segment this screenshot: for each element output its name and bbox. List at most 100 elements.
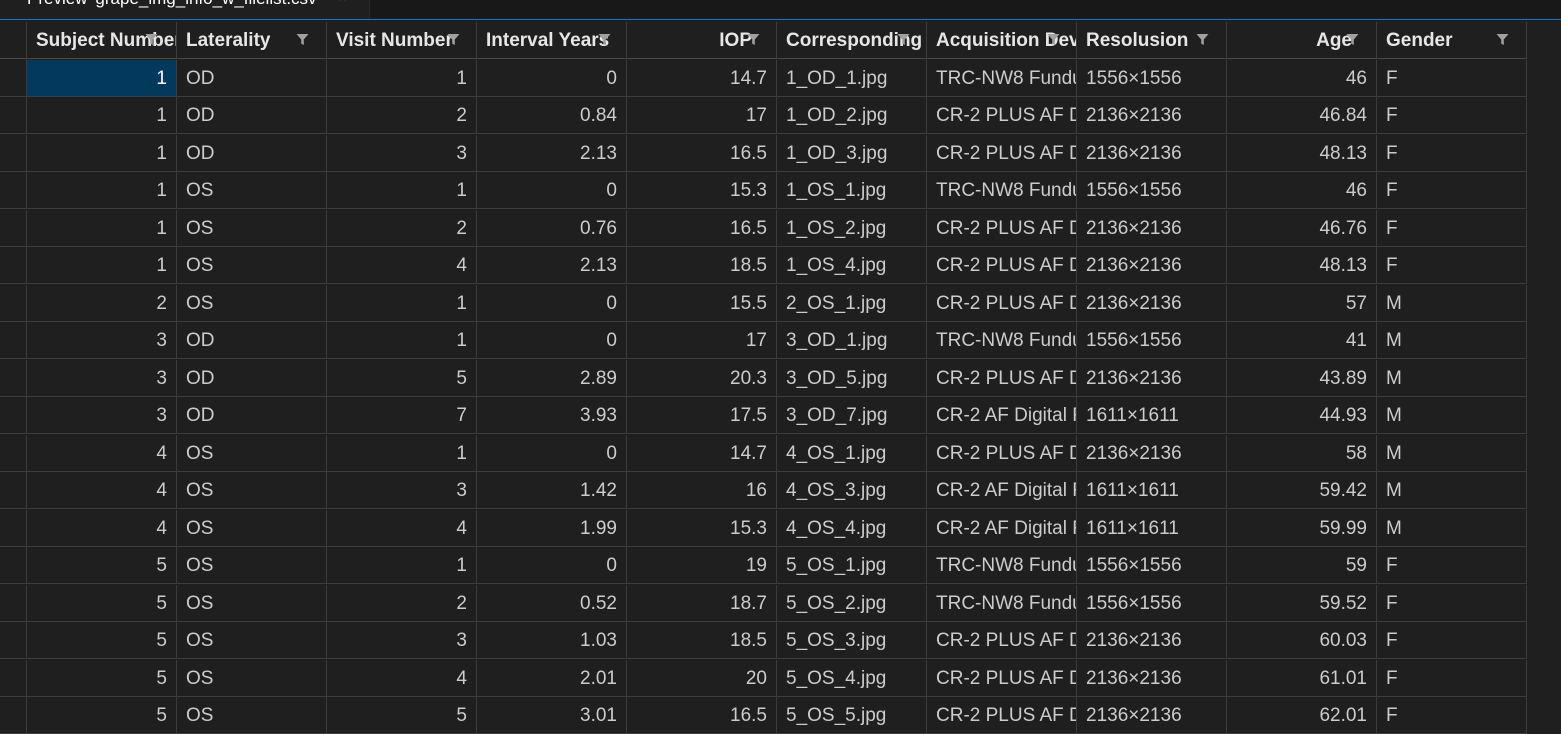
cell-file[interactable]: 5_OS_5.jpg (777, 697, 927, 734)
cell-resolution[interactable]: 2136×2136 (1077, 360, 1227, 397)
cell-resolution[interactable]: 1611×1611 (1077, 397, 1227, 434)
cell-file[interactable]: 5_OS_3.jpg (777, 622, 927, 659)
cell-gender[interactable]: M (1377, 360, 1527, 397)
cell-interval[interactable]: 2.01 (477, 660, 627, 697)
cell-interval[interactable]: 2.89 (477, 360, 627, 397)
filter-icon[interactable] (296, 33, 309, 46)
cell-resolution[interactable]: 1556×1556 (1077, 585, 1227, 622)
cell-age[interactable]: 62.01 (1227, 697, 1377, 734)
cell-visit[interactable]: 1 (327, 172, 477, 209)
row-header[interactable] (0, 172, 27, 209)
cell-visit[interactable]: 1 (327, 435, 477, 472)
cell-resolution[interactable]: 2136×2136 (1077, 210, 1227, 247)
column-header-subject[interactable]: Subject Number (27, 22, 177, 59)
cell-interval[interactable]: 0 (477, 60, 627, 97)
cell-interval[interactable]: 0 (477, 547, 627, 584)
cell-device[interactable]: CR-2 PLUS AF Digital Retinal Camera (927, 660, 1077, 697)
row-header[interactable] (0, 60, 27, 97)
cell-visit[interactable]: 4 (327, 247, 477, 284)
row-header[interactable] (0, 285, 27, 322)
cell-resolution[interactable]: 1556×1556 (1077, 547, 1227, 584)
cell-visit[interactable]: 1 (327, 60, 477, 97)
cell-iop[interactable]: 17.5 (627, 397, 777, 434)
cell-visit[interactable]: 1 (327, 285, 477, 322)
cell-resolution[interactable]: 2136×2136 (1077, 660, 1227, 697)
column-header-resolution[interactable]: Resolusion (1077, 22, 1227, 59)
cell-iop[interactable]: 14.7 (627, 60, 777, 97)
cell-interval[interactable]: 0.76 (477, 210, 627, 247)
cell-age[interactable]: 44.93 (1227, 397, 1377, 434)
cell-laterality[interactable]: OS (177, 585, 327, 622)
cell-file[interactable]: 1_OS_1.jpg (777, 172, 927, 209)
close-icon[interactable]: × (338, 0, 347, 6)
row-header[interactable] (0, 472, 27, 509)
cell-resolution[interactable]: 2136×2136 (1077, 622, 1227, 659)
cell-gender[interactable]: F (1377, 210, 1527, 247)
cell-interval[interactable]: 3.01 (477, 697, 627, 734)
cell-device[interactable]: TRC-NW8 Fundus Camera (927, 172, 1077, 209)
cell-subject[interactable]: 3 (27, 397, 177, 434)
cell-device[interactable]: CR-2 PLUS AF Digital Retinal Camera (927, 97, 1077, 134)
filter-icon[interactable] (598, 33, 611, 46)
cell-laterality[interactable]: OD (177, 97, 327, 134)
cell-iop[interactable]: 16.5 (627, 697, 777, 734)
cell-subject[interactable]: 4 (27, 472, 177, 509)
cell-subject[interactable]: 5 (27, 622, 177, 659)
cell-resolution[interactable]: 1556×1556 (1077, 322, 1227, 359)
column-header-interval[interactable]: Interval Years (477, 22, 627, 59)
cell-interval[interactable]: 0.52 (477, 585, 627, 622)
column-header-laterality[interactable]: Laterality (177, 22, 327, 59)
column-header-age[interactable]: Age (1227, 22, 1377, 59)
cell-visit[interactable]: 5 (327, 360, 477, 397)
cell-visit[interactable]: 2 (327, 585, 477, 622)
cell-visit[interactable]: 1 (327, 547, 477, 584)
cell-gender[interactable]: F (1377, 135, 1527, 172)
cell-gender[interactable]: M (1377, 510, 1527, 547)
filter-icon[interactable] (447, 33, 460, 46)
cell-iop[interactable]: 20.3 (627, 360, 777, 397)
cell-gender[interactable]: F (1377, 585, 1527, 622)
cell-age[interactable]: 43.89 (1227, 360, 1377, 397)
cell-iop[interactable]: 14.7 (627, 435, 777, 472)
cell-iop[interactable]: 15.3 (627, 510, 777, 547)
cell-device[interactable]: CR-2 PLUS AF Digital Retinal Camera (927, 135, 1077, 172)
cell-file[interactable]: 1_OD_1.jpg (777, 60, 927, 97)
cell-laterality[interactable]: OS (177, 285, 327, 322)
cell-visit[interactable]: 4 (327, 510, 477, 547)
cell-visit[interactable]: 4 (327, 660, 477, 697)
cell-file[interactable]: 5_OS_2.jpg (777, 585, 927, 622)
cell-device[interactable]: CR-2 AF Digital Retinal Camera (927, 510, 1077, 547)
cell-interval[interactable]: 3.93 (477, 397, 627, 434)
cell-subject[interactable]: 1 (27, 60, 177, 97)
cell-device[interactable]: TRC-NW8 Fundus Camera (927, 322, 1077, 359)
cell-file[interactable]: 1_OS_4.jpg (777, 247, 927, 284)
cell-interval[interactable]: 0 (477, 322, 627, 359)
cell-interval[interactable]: 0 (477, 435, 627, 472)
cell-resolution[interactable]: 1611×1611 (1077, 472, 1227, 509)
cell-visit[interactable]: 2 (327, 210, 477, 247)
cell-file[interactable]: 1_OS_2.jpg (777, 210, 927, 247)
cell-file[interactable]: 3_OD_1.jpg (777, 322, 927, 359)
cell-device[interactable]: CR-2 PLUS AF Digital Retinal Camera (927, 247, 1077, 284)
cell-resolution[interactable]: 2136×2136 (1077, 247, 1227, 284)
row-header[interactable] (0, 660, 27, 697)
cell-iop[interactable]: 16.5 (627, 135, 777, 172)
cell-subject[interactable]: 4 (27, 510, 177, 547)
cell-laterality[interactable]: OS (177, 435, 327, 472)
cell-device[interactable]: CR-2 PLUS AF Digital Retinal Camera (927, 210, 1077, 247)
cell-subject[interactable]: 5 (27, 660, 177, 697)
cell-device[interactable]: TRC-NW8 Fundus Camera (927, 585, 1077, 622)
cell-laterality[interactable]: OS (177, 472, 327, 509)
cell-subject[interactable]: 3 (27, 322, 177, 359)
row-header[interactable] (0, 510, 27, 547)
cell-subject[interactable]: 1 (27, 172, 177, 209)
column-header-visit[interactable]: Visit Number (327, 22, 477, 59)
cell-visit[interactable]: 2 (327, 97, 477, 134)
cell-iop[interactable]: 17 (627, 97, 777, 134)
cell-device[interactable]: CR-2 PLUS AF Digital Retinal Camera (927, 622, 1077, 659)
cell-subject[interactable]: 4 (27, 435, 177, 472)
cell-visit[interactable]: 3 (327, 622, 477, 659)
cell-device[interactable]: CR-2 PLUS AF Digital Retinal Camera (927, 697, 1077, 734)
row-header[interactable] (0, 397, 27, 434)
cell-visit[interactable]: 3 (327, 472, 477, 509)
